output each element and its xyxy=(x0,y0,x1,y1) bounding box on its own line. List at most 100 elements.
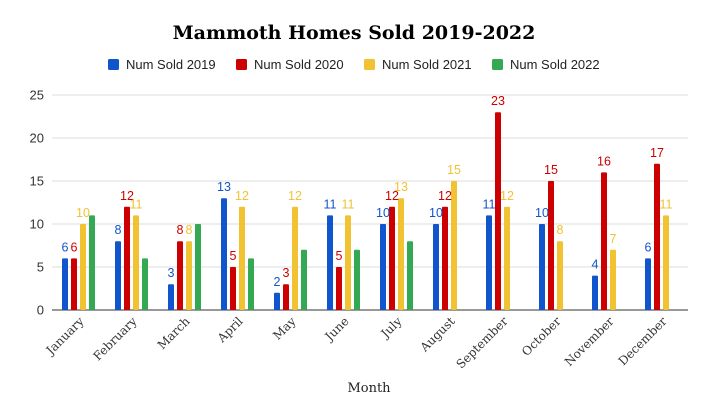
x-tick-label: March xyxy=(155,314,193,352)
y-tick-label: 15 xyxy=(30,174,44,189)
bar xyxy=(274,292,280,310)
bar xyxy=(336,267,342,310)
data-label: 11 xyxy=(130,197,143,211)
data-label: 5 xyxy=(336,249,343,263)
data-label: 2 xyxy=(274,275,281,289)
bar xyxy=(539,224,545,310)
bar xyxy=(327,215,333,310)
bar xyxy=(89,215,95,310)
bar xyxy=(398,198,404,310)
data-label: 5 xyxy=(230,249,237,263)
y-tick-label: 0 xyxy=(37,303,44,318)
bar xyxy=(292,206,298,310)
x-tick-label: July xyxy=(377,314,405,342)
x-tick-label: February xyxy=(90,314,139,363)
y-tick-label: 5 xyxy=(37,260,44,275)
data-label: 11 xyxy=(660,197,673,211)
bar xyxy=(486,215,492,310)
bar xyxy=(301,249,307,310)
chart-title: Mammoth Homes Sold 2019-2022 xyxy=(173,22,536,44)
bar xyxy=(186,241,192,310)
data-label: 17 xyxy=(650,146,664,160)
data-label: 10 xyxy=(76,206,90,220)
x-tick-label: August xyxy=(417,314,458,355)
bar xyxy=(354,249,360,310)
bar xyxy=(548,181,554,310)
y-axis-ticks: 0 5 10 15 20 25 xyxy=(30,88,44,318)
bar xyxy=(451,181,457,310)
data-label: 8 xyxy=(115,223,122,237)
data-label: 13 xyxy=(217,180,231,194)
data-label: 8 xyxy=(557,223,564,237)
bar xyxy=(115,241,121,310)
x-tick-label: June xyxy=(321,314,352,345)
bar xyxy=(133,215,139,310)
data-label: 12 xyxy=(288,189,302,203)
x-axis-label: Month xyxy=(347,381,391,396)
legend-label: Num Sold 2020 xyxy=(254,57,344,72)
bar xyxy=(248,258,254,310)
bar xyxy=(80,224,86,310)
legend-label: Num Sold 2019 xyxy=(126,57,216,72)
data-label: 11 xyxy=(342,197,355,211)
data-label: 8 xyxy=(177,223,184,237)
bar xyxy=(283,284,289,310)
bar xyxy=(124,206,130,310)
x-axis-ticks: January February March April May June July Augu… xyxy=(42,314,670,371)
legend-label: Num Sold 2021 xyxy=(382,57,472,72)
legend-swatch xyxy=(236,59,247,70)
bar xyxy=(195,224,201,310)
bar xyxy=(407,241,413,310)
bar xyxy=(495,112,501,310)
legend-swatch xyxy=(364,59,375,70)
bar xyxy=(71,258,77,310)
data-label: 23 xyxy=(491,94,505,108)
x-tick-label: November xyxy=(562,314,617,369)
data-label: 12 xyxy=(235,189,249,203)
legend: Num Sold 2019 Num Sold 2020 Num Sold 2021 N… xyxy=(108,57,600,72)
data-label: 10 xyxy=(535,206,549,220)
data-label: 4 xyxy=(592,258,599,272)
bar xyxy=(663,215,669,310)
bar xyxy=(230,267,236,310)
data-label: 6 xyxy=(645,240,652,254)
data-label: 12 xyxy=(120,189,134,203)
data-label: 11 xyxy=(324,197,337,211)
x-tick-label: September xyxy=(453,314,510,371)
bar xyxy=(433,224,439,310)
legend-swatch xyxy=(108,59,119,70)
data-label: 7 xyxy=(610,232,617,246)
data-label: 11 xyxy=(483,197,496,211)
bar xyxy=(610,249,616,310)
bar xyxy=(239,206,245,310)
bar xyxy=(142,258,148,310)
data-label: 13 xyxy=(394,180,408,194)
data-label: 6 xyxy=(71,240,78,254)
legend-swatch xyxy=(492,59,503,70)
bar xyxy=(592,275,598,310)
data-label: 15 xyxy=(447,163,461,177)
bar xyxy=(504,206,510,310)
bar xyxy=(557,241,563,310)
data-label: 12 xyxy=(438,189,452,203)
bar xyxy=(168,284,174,310)
data-label: 12 xyxy=(385,189,399,203)
y-tick-label: 20 xyxy=(30,131,44,146)
gridlines xyxy=(52,94,688,311)
x-tick-label: January xyxy=(42,314,87,359)
data-label: 10 xyxy=(376,206,390,220)
x-tick-label: May xyxy=(270,314,299,343)
x-tick-label: October xyxy=(519,314,564,359)
bar xyxy=(442,206,448,310)
bar xyxy=(62,258,68,310)
bar xyxy=(177,241,183,310)
bar xyxy=(380,224,386,310)
bar xyxy=(221,198,227,310)
bar xyxy=(601,172,607,310)
data-label: 16 xyxy=(597,154,611,168)
x-tick-label: April xyxy=(214,314,246,346)
data-label: 6 xyxy=(62,240,69,254)
data-label: 8 xyxy=(186,223,193,237)
